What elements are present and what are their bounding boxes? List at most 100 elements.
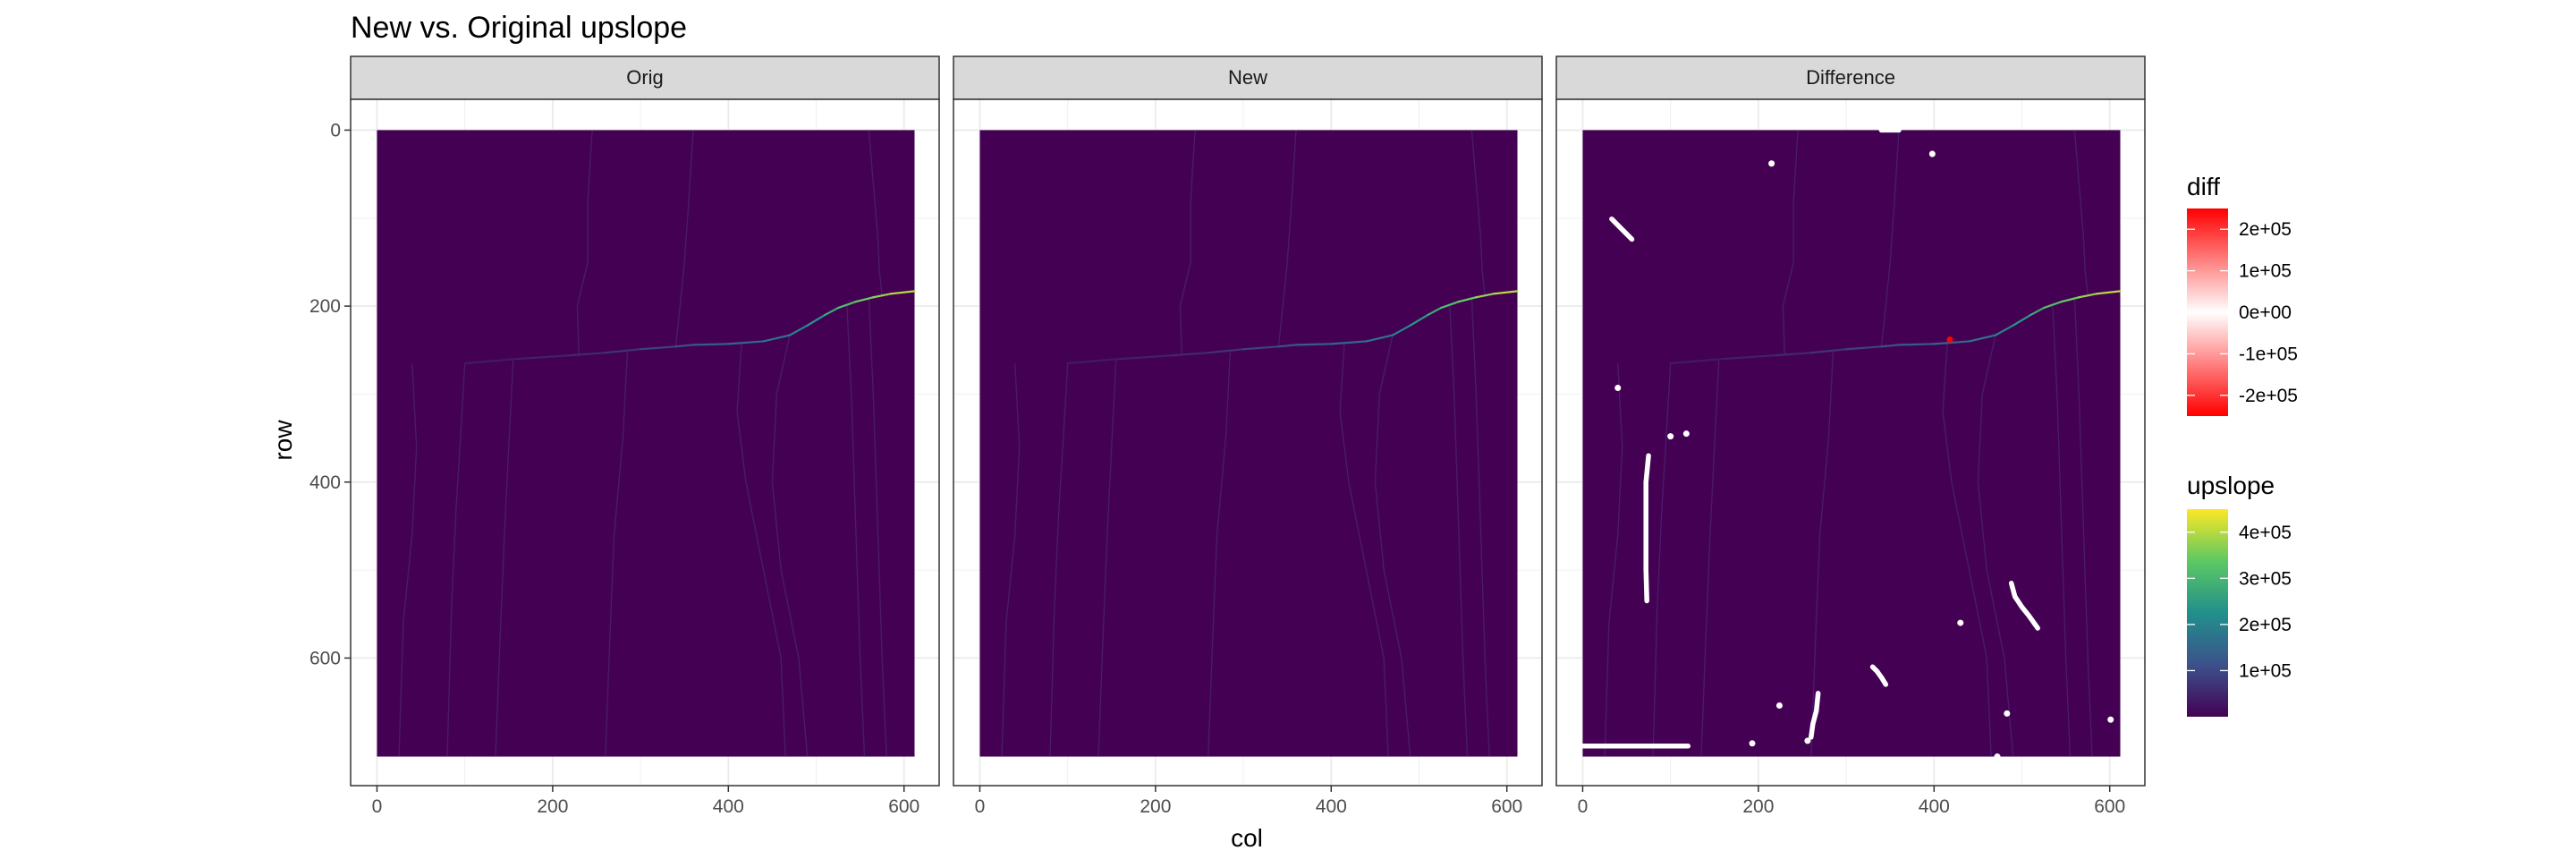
drainage-line — [1449, 306, 1469, 757]
y-tick-label: 0 — [330, 120, 341, 140]
channel-segment — [1457, 296, 1478, 303]
x-tick-label: 200 — [1140, 796, 1171, 817]
channel-segment — [727, 340, 765, 345]
channel-segment — [824, 306, 840, 317]
diff-dot — [1928, 150, 1936, 157]
panel-border — [350, 98, 940, 787]
channel-segment — [1409, 313, 1429, 327]
channel-segment — [1207, 348, 1245, 354]
legend-label: 1e+05 — [2239, 261, 2292, 282]
diff-mark — [1869, 664, 1889, 687]
diff-dot — [1749, 740, 1756, 747]
channel-segment — [854, 296, 875, 303]
x-axis-title: col — [1231, 824, 1263, 852]
legend-upslope: upslope 4e+05 3e+05 2e+05 1e+05 — [2187, 472, 2292, 717]
channel-segment — [604, 348, 642, 354]
channel-segment — [674, 344, 695, 348]
channel-segment — [1330, 340, 1368, 345]
facet-strip — [1555, 55, 2146, 100]
channel-segment — [1427, 306, 1443, 317]
x-tick-label: 600 — [2094, 796, 2125, 817]
legend-label: 2e+05 — [2239, 219, 2292, 240]
drainage-line — [2073, 297, 2093, 757]
drainage-line — [1001, 362, 1021, 757]
channel-segment — [1492, 290, 1519, 295]
diff-hotspot — [1946, 336, 1953, 343]
x-tick-label: 200 — [1742, 796, 1774, 817]
drainage-line — [1097, 361, 1117, 757]
drainage-line — [576, 130, 593, 356]
channel-segment — [1669, 357, 1724, 365]
channel-segment — [1066, 357, 1122, 365]
drainage-line — [1049, 362, 1069, 757]
facet-strip-label: Orig — [626, 66, 664, 89]
channel-segment — [1933, 340, 1970, 345]
x-tick-label: 400 — [1919, 796, 1950, 817]
y-axis-title: row — [269, 420, 297, 461]
diff-dot — [2107, 716, 2114, 723]
channel-segment — [516, 354, 572, 361]
drainage-line — [736, 344, 786, 757]
diff-dot — [1775, 702, 1783, 710]
diff-dot — [1614, 385, 1622, 392]
channel-segment — [463, 357, 519, 365]
channel-segment — [1809, 348, 1848, 354]
drainage-line — [446, 362, 466, 757]
drainage-line — [398, 362, 418, 757]
channel-segment — [788, 324, 809, 336]
channel-segment — [2078, 293, 2098, 299]
chart-title: New vs. Original upslope — [351, 11, 687, 45]
y-tick-label: 400 — [309, 472, 341, 493]
channel-segment — [1277, 344, 1298, 348]
diff-dot — [1994, 753, 2001, 761]
channel-segment — [1391, 324, 1411, 336]
channel-segment — [1475, 293, 1496, 299]
channel-segment — [872, 293, 893, 299]
panel-border — [953, 98, 1543, 787]
x-tick-label: 600 — [888, 796, 919, 817]
channel-segment — [1439, 301, 1460, 310]
diff-mark — [1809, 691, 1821, 740]
facet-strip-label: New — [1228, 66, 1267, 89]
channel-segment — [1722, 354, 1777, 361]
diff-dot — [1804, 737, 1811, 744]
legend-label: -2e+05 — [2239, 386, 2298, 406]
drainage-line — [1604, 362, 1623, 757]
facet-strip — [350, 55, 940, 100]
facet-strip — [953, 55, 1543, 100]
legend-colorbar — [2187, 509, 2228, 717]
legend-title: diff — [2187, 173, 2220, 200]
channel-segment — [889, 290, 916, 295]
drainage-line — [1179, 130, 1196, 356]
drainage-line — [1700, 361, 1720, 757]
diff-mark — [1643, 453, 1651, 604]
legend-label: 3e+05 — [2239, 568, 2292, 589]
panel-difference: Difference 0 200 400 600 — [1555, 55, 2146, 817]
legend-label: -1e+05 — [2239, 344, 2298, 364]
x-tick-label: 0 — [975, 796, 986, 817]
channel-segment — [1844, 345, 1883, 351]
channel-segment — [1119, 354, 1174, 361]
y-tick-label: 200 — [309, 296, 341, 317]
x-tick-label: 0 — [1578, 796, 1589, 817]
panel-orig: Orig 0 200 400 600 0 200 400 600 — [309, 55, 940, 817]
drainage-line — [1470, 297, 1490, 757]
channel-segment — [762, 334, 792, 343]
channel-segment — [2029, 306, 2046, 317]
legend-diff: diff 2e+05 1e+05 0e+00 -1e+05 -2e+05 — [2187, 173, 2298, 416]
diff-dot — [1957, 619, 1964, 626]
channel-segment — [2012, 313, 2032, 327]
channel-segment — [2060, 296, 2080, 303]
drainage-line — [846, 306, 866, 757]
drainage-line — [1277, 130, 1297, 347]
panel-new: New 0 200 400 600 — [953, 55, 1543, 817]
y-tick-label: 600 — [309, 648, 341, 668]
legend-label: 4e+05 — [2239, 523, 2292, 543]
drainage-line — [1374, 335, 1411, 757]
channel-segment — [2095, 290, 2122, 295]
drainage-line — [771, 335, 809, 757]
channel-segment — [1172, 352, 1209, 357]
diff-dot — [1768, 160, 1775, 167]
diff-mark — [1609, 216, 1635, 242]
